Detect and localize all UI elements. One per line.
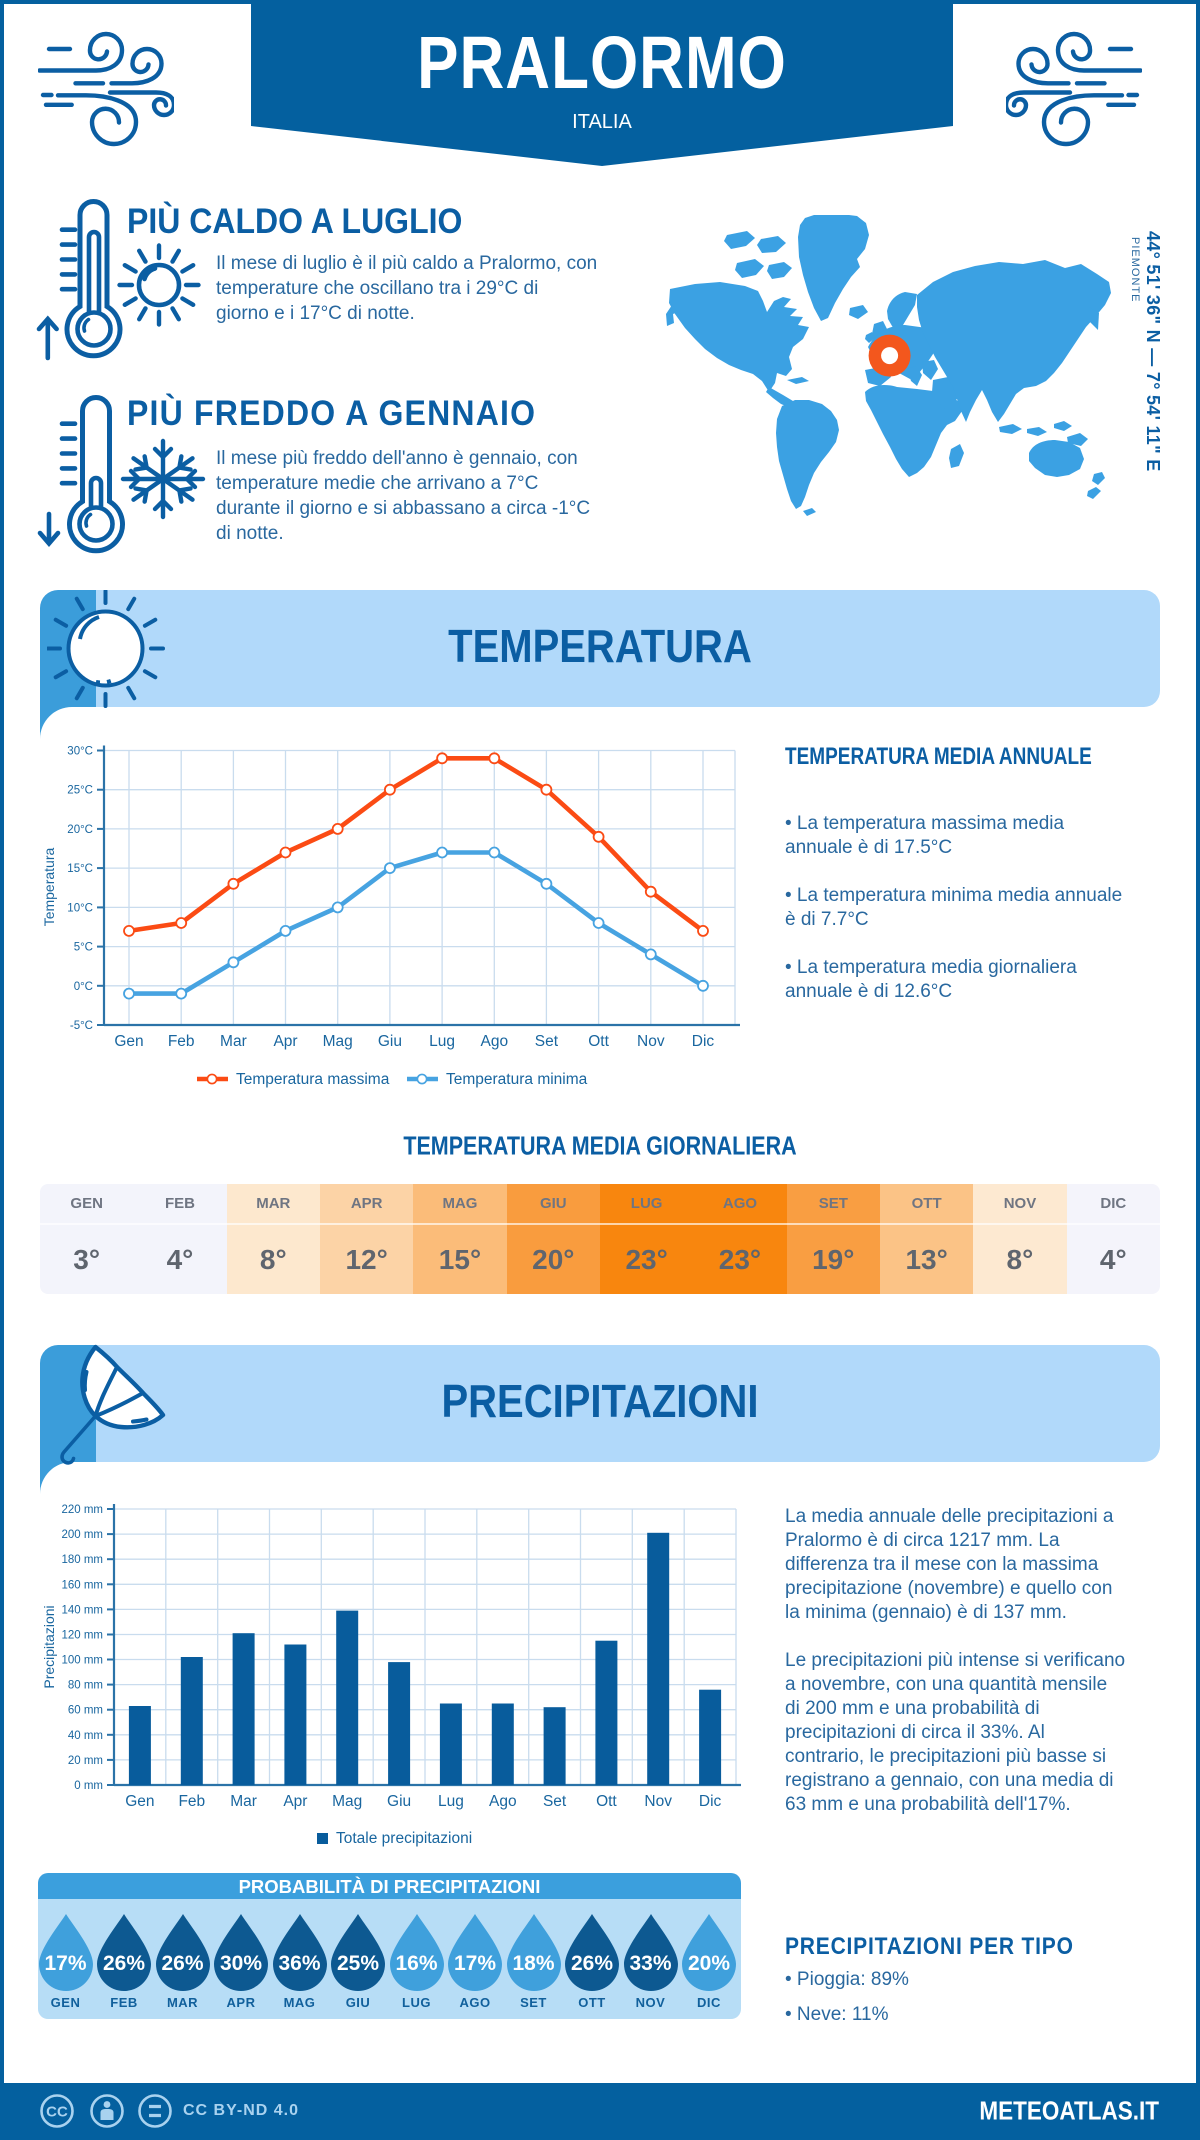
- svg-text:Giu: Giu: [378, 1033, 402, 1050]
- svg-text:15°C: 15°C: [67, 863, 93, 875]
- svg-text:Totale precipitazioni: Totale precipitazioni: [336, 1830, 472, 1847]
- svg-text:20°C: 20°C: [67, 824, 93, 836]
- svg-text:Dic: Dic: [699, 1793, 722, 1810]
- svg-text:Feb: Feb: [178, 1793, 205, 1810]
- svg-text:Lug: Lug: [438, 1793, 464, 1810]
- svg-text:20 mm: 20 mm: [68, 1755, 103, 1767]
- svg-text:Ago: Ago: [489, 1793, 517, 1810]
- svg-text:0 mm: 0 mm: [74, 1780, 103, 1792]
- svg-text:160 mm: 160 mm: [61, 1579, 103, 1591]
- svg-text:Set: Set: [535, 1033, 559, 1050]
- svg-text:Giu: Giu: [387, 1793, 411, 1810]
- svg-text:Apr: Apr: [273, 1033, 297, 1050]
- svg-text:Gen: Gen: [114, 1033, 143, 1050]
- svg-text:220 mm: 220 mm: [61, 1504, 103, 1516]
- svg-text:Set: Set: [543, 1793, 567, 1810]
- svg-text:40 mm: 40 mm: [68, 1730, 103, 1742]
- svg-text:Temperatura: Temperatura: [41, 847, 57, 926]
- svg-text:Mar: Mar: [230, 1793, 257, 1810]
- svg-text:Precipitazioni: Precipitazioni: [41, 1605, 57, 1688]
- svg-text:Ott: Ott: [588, 1033, 609, 1050]
- svg-text:Nov: Nov: [644, 1793, 672, 1810]
- svg-text:Ott: Ott: [596, 1793, 617, 1810]
- svg-text:5°C: 5°C: [74, 942, 93, 954]
- svg-text:120 mm: 120 mm: [61, 1630, 103, 1642]
- svg-text:30°C: 30°C: [67, 746, 93, 758]
- svg-text:100 mm: 100 mm: [61, 1655, 103, 1667]
- svg-text:10°C: 10°C: [67, 902, 93, 914]
- svg-text:Temperatura massima: Temperatura massima: [236, 1071, 390, 1088]
- svg-text:CC: CC: [46, 2104, 68, 2121]
- svg-text:Gen: Gen: [125, 1793, 154, 1810]
- svg-text:200 mm: 200 mm: [61, 1529, 103, 1541]
- svg-text:Mag: Mag: [323, 1033, 353, 1050]
- svg-text:Ago: Ago: [481, 1033, 509, 1050]
- svg-text:0°C: 0°C: [74, 981, 93, 993]
- svg-text:80 mm: 80 mm: [68, 1680, 103, 1692]
- svg-text:Nov: Nov: [637, 1033, 665, 1050]
- svg-text:Lug: Lug: [429, 1033, 455, 1050]
- svg-text:25°C: 25°C: [67, 785, 93, 797]
- svg-text:Mag: Mag: [332, 1793, 362, 1810]
- svg-text:180 mm: 180 mm: [61, 1554, 103, 1566]
- svg-text:-5°C: -5°C: [70, 1020, 93, 1032]
- svg-text:Apr: Apr: [283, 1793, 307, 1810]
- svg-text:Temperatura minima: Temperatura minima: [446, 1071, 588, 1088]
- svg-text:Dic: Dic: [692, 1033, 715, 1050]
- svg-text:140 mm: 140 mm: [61, 1604, 103, 1616]
- svg-text:Mar: Mar: [220, 1033, 247, 1050]
- svg-text:Feb: Feb: [168, 1033, 195, 1050]
- svg-text:60 mm: 60 mm: [68, 1705, 103, 1717]
